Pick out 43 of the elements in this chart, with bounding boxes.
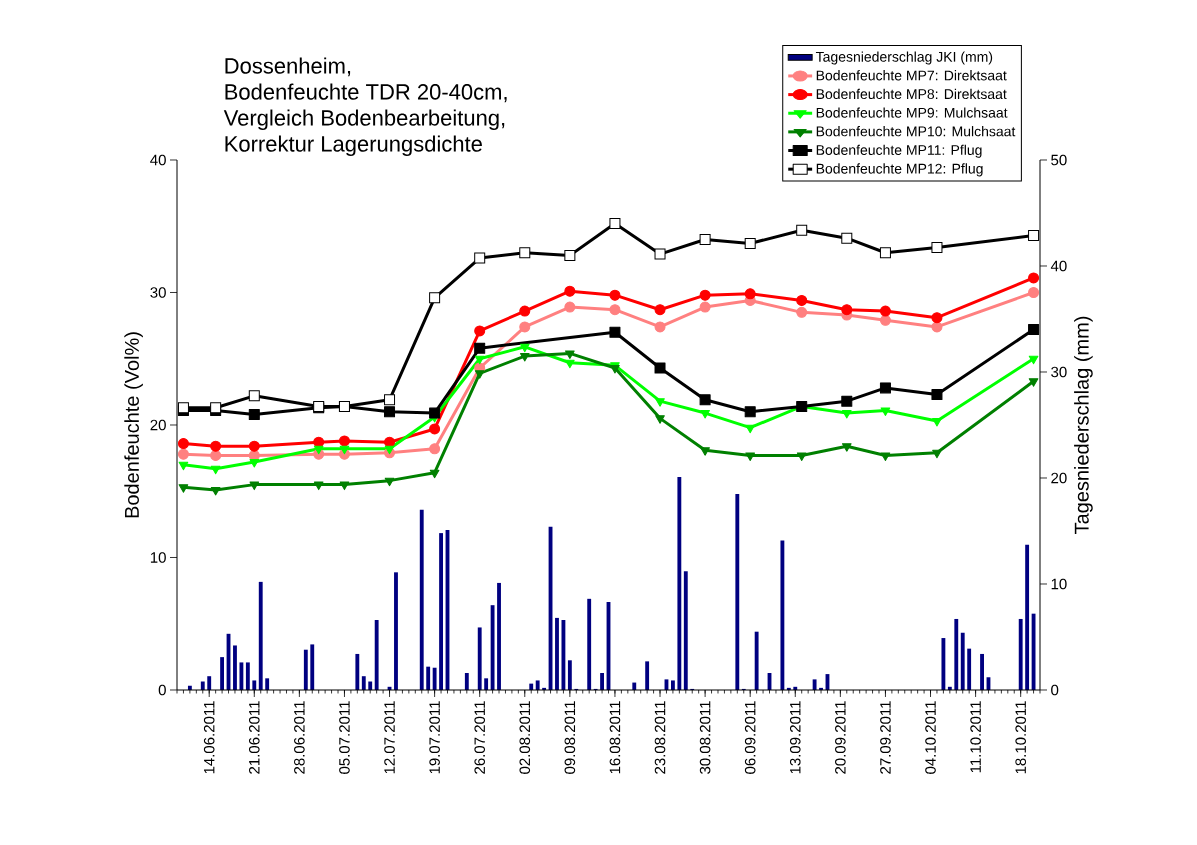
x-tick-label: 12.07.2011 [384,701,395,774]
y-tick-label: 0 [158,684,166,696]
y2-tick-label: 0 [1051,684,1059,696]
text: Vergleich Bodenbearbeitung, [223,109,505,131]
y-tick-label: 10 [150,552,166,563]
x-tick-label: 13.09.2011 [789,701,801,774]
text: Korrektur Lagerungsdichte [225,135,482,157]
y2-tick-label: 10 [1051,578,1067,590]
legend-label: Bodenfeuchte MP12: Pflug [816,163,983,177]
x-tick-label: 05.07.2011 [339,701,350,774]
x-tick-label: 20.09.2011 [835,701,846,774]
x-tick-label: 28.06.2011 [294,701,305,774]
x-tick-label: 09.08.2011 [564,701,576,774]
x-tick-label: 16.08.2011 [609,701,621,774]
y-tick-label: 20 [150,419,166,431]
y2-tick-label: 20 [1051,472,1067,484]
x-tick-label: 18.10.2011 [1015,701,1026,774]
legend-label: Tagesniederschlag JKI (mm) [815,51,993,65]
y2-tick-label: 50 [1051,154,1067,166]
y2-tick-label: 30 [1051,366,1067,378]
legend-label: Bodenfeuchte MP7: Direktsaat [816,70,1007,81]
y-axis-title: Bodenfeuchte (Vol%) [124,332,143,518]
x-tick-label: 30.08.2011 [699,701,711,774]
x-tick-label: 04.10.2011 [925,701,936,774]
x-tick-label: 02.08.2011 [519,701,531,774]
y-tick-label: 40 [150,154,166,166]
x-tick-label: 27.09.2011 [880,701,891,774]
legend-label: Bodenfeuchte MP11: Pflug [816,144,982,158]
x-tick-label: 11.10.2011 [970,701,981,773]
x-tick-label: 21.06.2011 [248,701,260,774]
y2-axis-title: Tagesniederschlag (mm) [1074,316,1093,535]
y2-tick-label: 40 [1050,260,1067,272]
legend-label: Bodenfeuchte MP9: Mulchsaat [816,107,1008,118]
x-tick-label: 06.09.2011 [744,701,756,774]
x-tick-label: 23.08.2011 [654,701,666,774]
chart-subtitle: Bodenfeuchte TDR 20-40cm, [225,83,507,103]
x-tick-label: 26.07.2011 [474,701,486,774]
x-tick-label: 14.06.2011 [203,701,215,774]
x-tick-label: 19.07.2011 [429,701,440,774]
chart-title: Dossenheim, [225,57,351,77]
legend-label: Bodenfeuchte MP8: Direktsaat [816,88,1007,100]
y-tick-label: 30 [150,287,166,298]
legend-label: Bodenfeuchte MP10: Mulchsaat [816,126,1016,137]
